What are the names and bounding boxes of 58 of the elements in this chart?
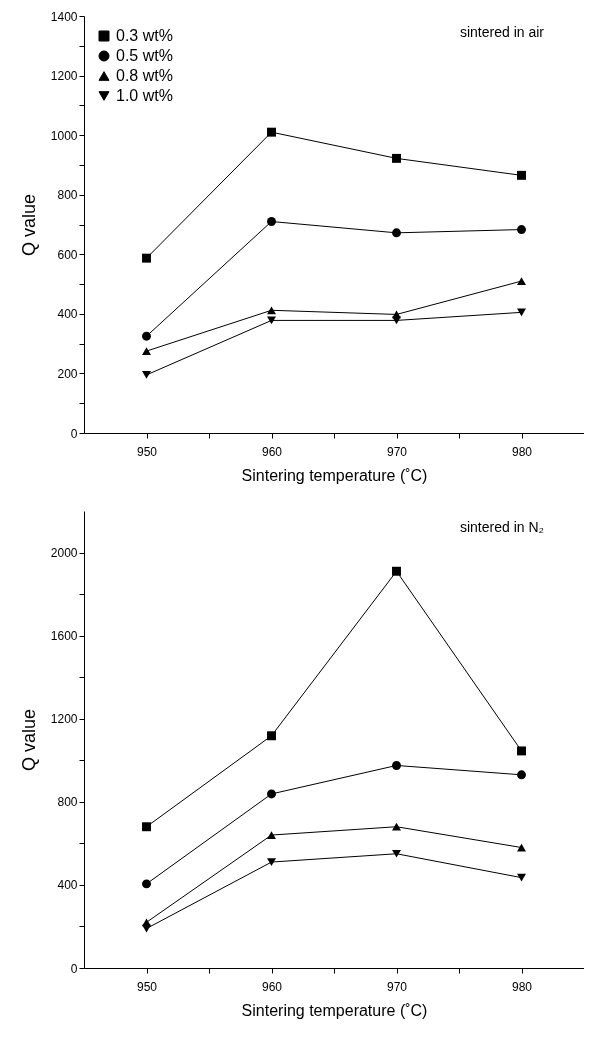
- point: [267, 831, 276, 839]
- x-tick-label: 950: [136, 979, 158, 994]
- point: [142, 879, 151, 889]
- y-tick-label: 800: [57, 795, 78, 810]
- y-tick-label: 1400: [50, 9, 78, 24]
- x-tick-label: 980: [511, 979, 533, 994]
- point: [392, 566, 401, 576]
- point: [517, 308, 526, 317]
- y-tick-label: 1200: [50, 712, 78, 727]
- y-tick-label: 1200: [50, 69, 78, 84]
- annotation: sintered in air: [459, 24, 545, 40]
- point: [392, 228, 401, 238]
- point: [142, 253, 151, 263]
- x-tick-label: 960: [261, 979, 283, 994]
- y-tick-label: 400: [57, 307, 78, 322]
- point: [142, 822, 151, 832]
- x-axis-title: Sintering temperature (˚C): [241, 466, 428, 484]
- y-tick-label: 600: [57, 247, 78, 262]
- point: [517, 277, 526, 285]
- x-tick-label: 980: [511, 444, 533, 459]
- y-tick-label: 2000: [50, 546, 78, 561]
- x-tick-label: 970: [386, 979, 408, 994]
- point: [392, 153, 401, 163]
- x-tick-label: 950: [136, 444, 158, 459]
- y-tick-label: 800: [57, 188, 78, 203]
- point: [267, 127, 276, 137]
- x-tick-label: 970: [386, 444, 408, 459]
- point: [392, 849, 401, 858]
- point: [267, 858, 276, 866]
- point: [142, 347, 151, 355]
- point: [517, 770, 526, 780]
- y-axis-title: Q value: [18, 193, 39, 257]
- y-tick-label: 200: [57, 366, 78, 381]
- point: [267, 731, 276, 741]
- point: [392, 761, 401, 770]
- y-tick-label: 1600: [50, 629, 78, 644]
- legend-label: 0.5 wt%: [116, 47, 173, 64]
- y-tick-label: 0: [70, 426, 78, 441]
- point: [517, 746, 526, 756]
- annotation: sintered in N₂: [459, 519, 544, 535]
- point: [142, 371, 151, 379]
- point: [517, 873, 526, 882]
- point: [267, 306, 276, 315]
- y-tick-label: 1000: [50, 128, 78, 143]
- point: [267, 217, 276, 226]
- y-axis-title: Q value: [18, 708, 39, 772]
- point: [517, 170, 526, 180]
- legend-label: 0.8 wt%: [116, 67, 173, 84]
- point: [517, 225, 526, 235]
- point: [392, 822, 401, 831]
- point: [142, 331, 151, 341]
- x-axis-title: Sintering temperature (˚C): [241, 1001, 428, 1019]
- x-tick-label: 960: [261, 444, 283, 459]
- y-tick-label: 0: [70, 961, 78, 976]
- legend-label: 1.0 wt%: [116, 87, 173, 104]
- y-tick-label: 400: [57, 878, 78, 893]
- legend-label: 0.3 wt%: [116, 27, 173, 44]
- point: [267, 789, 276, 799]
